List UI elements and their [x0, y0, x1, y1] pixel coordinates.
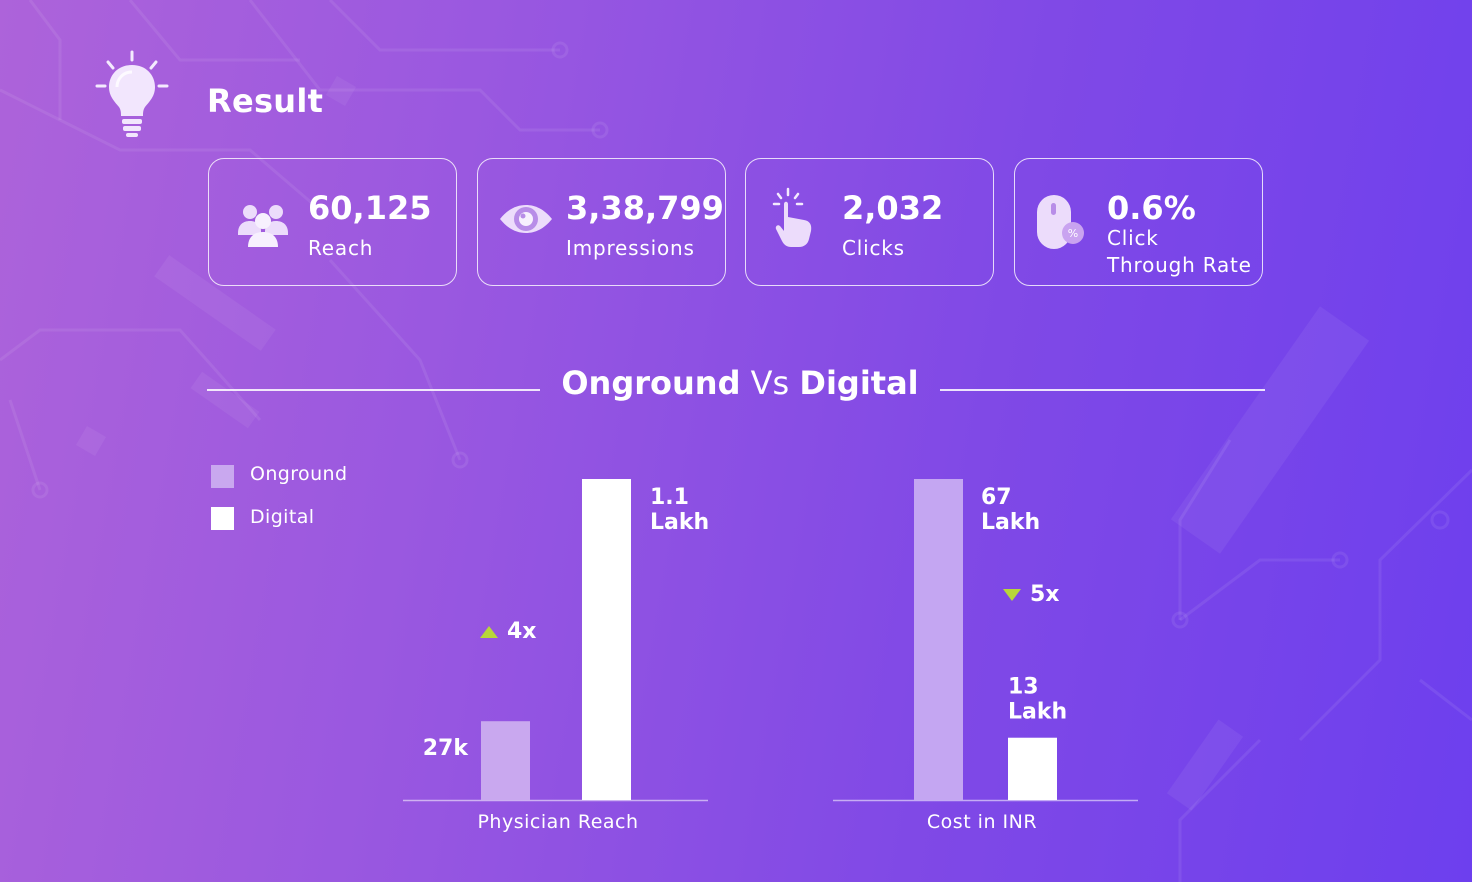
reach-data-label-line: 1.1 [650, 485, 689, 510]
stat-card-clicks: 2,032 Clicks [745, 158, 994, 286]
reach-change-label: 4x [507, 619, 537, 644]
legend-swatch-digital [211, 507, 234, 530]
legend-swatch-onground [211, 465, 234, 488]
cost-bar-digital [1008, 737, 1057, 800]
cost-data-label-line: Lakh [1008, 700, 1067, 725]
comparison-title: Onground Vs Digital [540, 364, 940, 402]
legend-label-digital: Digital [250, 506, 315, 528]
impressions-label: Impressions [566, 236, 695, 260]
cost-data-label-line: 67 [981, 485, 1012, 510]
reach-bar-onground [481, 721, 530, 800]
divider-right [940, 389, 1265, 391]
reach-xlabel: Physician Reach [477, 811, 638, 833]
reach-label: Reach [308, 236, 374, 260]
result-title: Result [207, 82, 324, 120]
mouse-percent-icon: % [1037, 195, 1084, 249]
title-digital: Digital [799, 364, 919, 402]
ctr-value: 0.6% [1107, 189, 1196, 227]
title-vs: Vs [750, 364, 790, 402]
cost-data-label-line: Lakh [981, 510, 1040, 535]
cost-data-label-line: 13 [1008, 675, 1039, 700]
clicks-label: Clicks [842, 236, 905, 260]
ctr-label-line1: Click [1107, 226, 1159, 250]
lightbulb-icon [95, 50, 169, 137]
cost-data-label-onground: 67 Lakh [981, 485, 1040, 535]
cost-bar-onground [914, 479, 963, 800]
cost-data-label-digital: 13 Lakh [1008, 675, 1067, 725]
svg-text:%: % [1068, 227, 1078, 240]
reach-data-label-digital: 1.1 Lakh [650, 485, 709, 535]
ctr-label-line2: Through Rate [1107, 253, 1252, 277]
stat-card-reach: 60,125 Reach [208, 158, 457, 286]
people-icon [238, 205, 288, 247]
title-onground: Onground [561, 364, 741, 402]
stat-card-ctr: % 0.6% Click Through Rate [1014, 158, 1263, 286]
eye-icon [500, 205, 552, 233]
cost-change-arrow-icon [1003, 589, 1021, 601]
impressions-value: 3,38,799 [566, 189, 724, 227]
reach-value: 60,125 [308, 189, 432, 227]
stat-card-impressions: 3,38,799 Impressions [477, 158, 726, 286]
reach-data-label-line: 27k [423, 736, 470, 761]
reach-data-label-line: Lakh [650, 510, 709, 535]
reach-data-label-onground: 27k [423, 736, 470, 761]
legend-label-onground: Onground [250, 463, 348, 485]
ctr-label: Click Through Rate [1107, 225, 1252, 279]
tap-hand-icon [772, 187, 812, 247]
cost-change-label: 5x [1030, 582, 1060, 607]
divider-left [207, 389, 540, 391]
cost-xlabel: Cost in INR [927, 811, 1037, 833]
clicks-value: 2,032 [842, 189, 944, 227]
reach-change-arrow-icon [480, 626, 498, 638]
reach-bar-digital [582, 479, 631, 800]
